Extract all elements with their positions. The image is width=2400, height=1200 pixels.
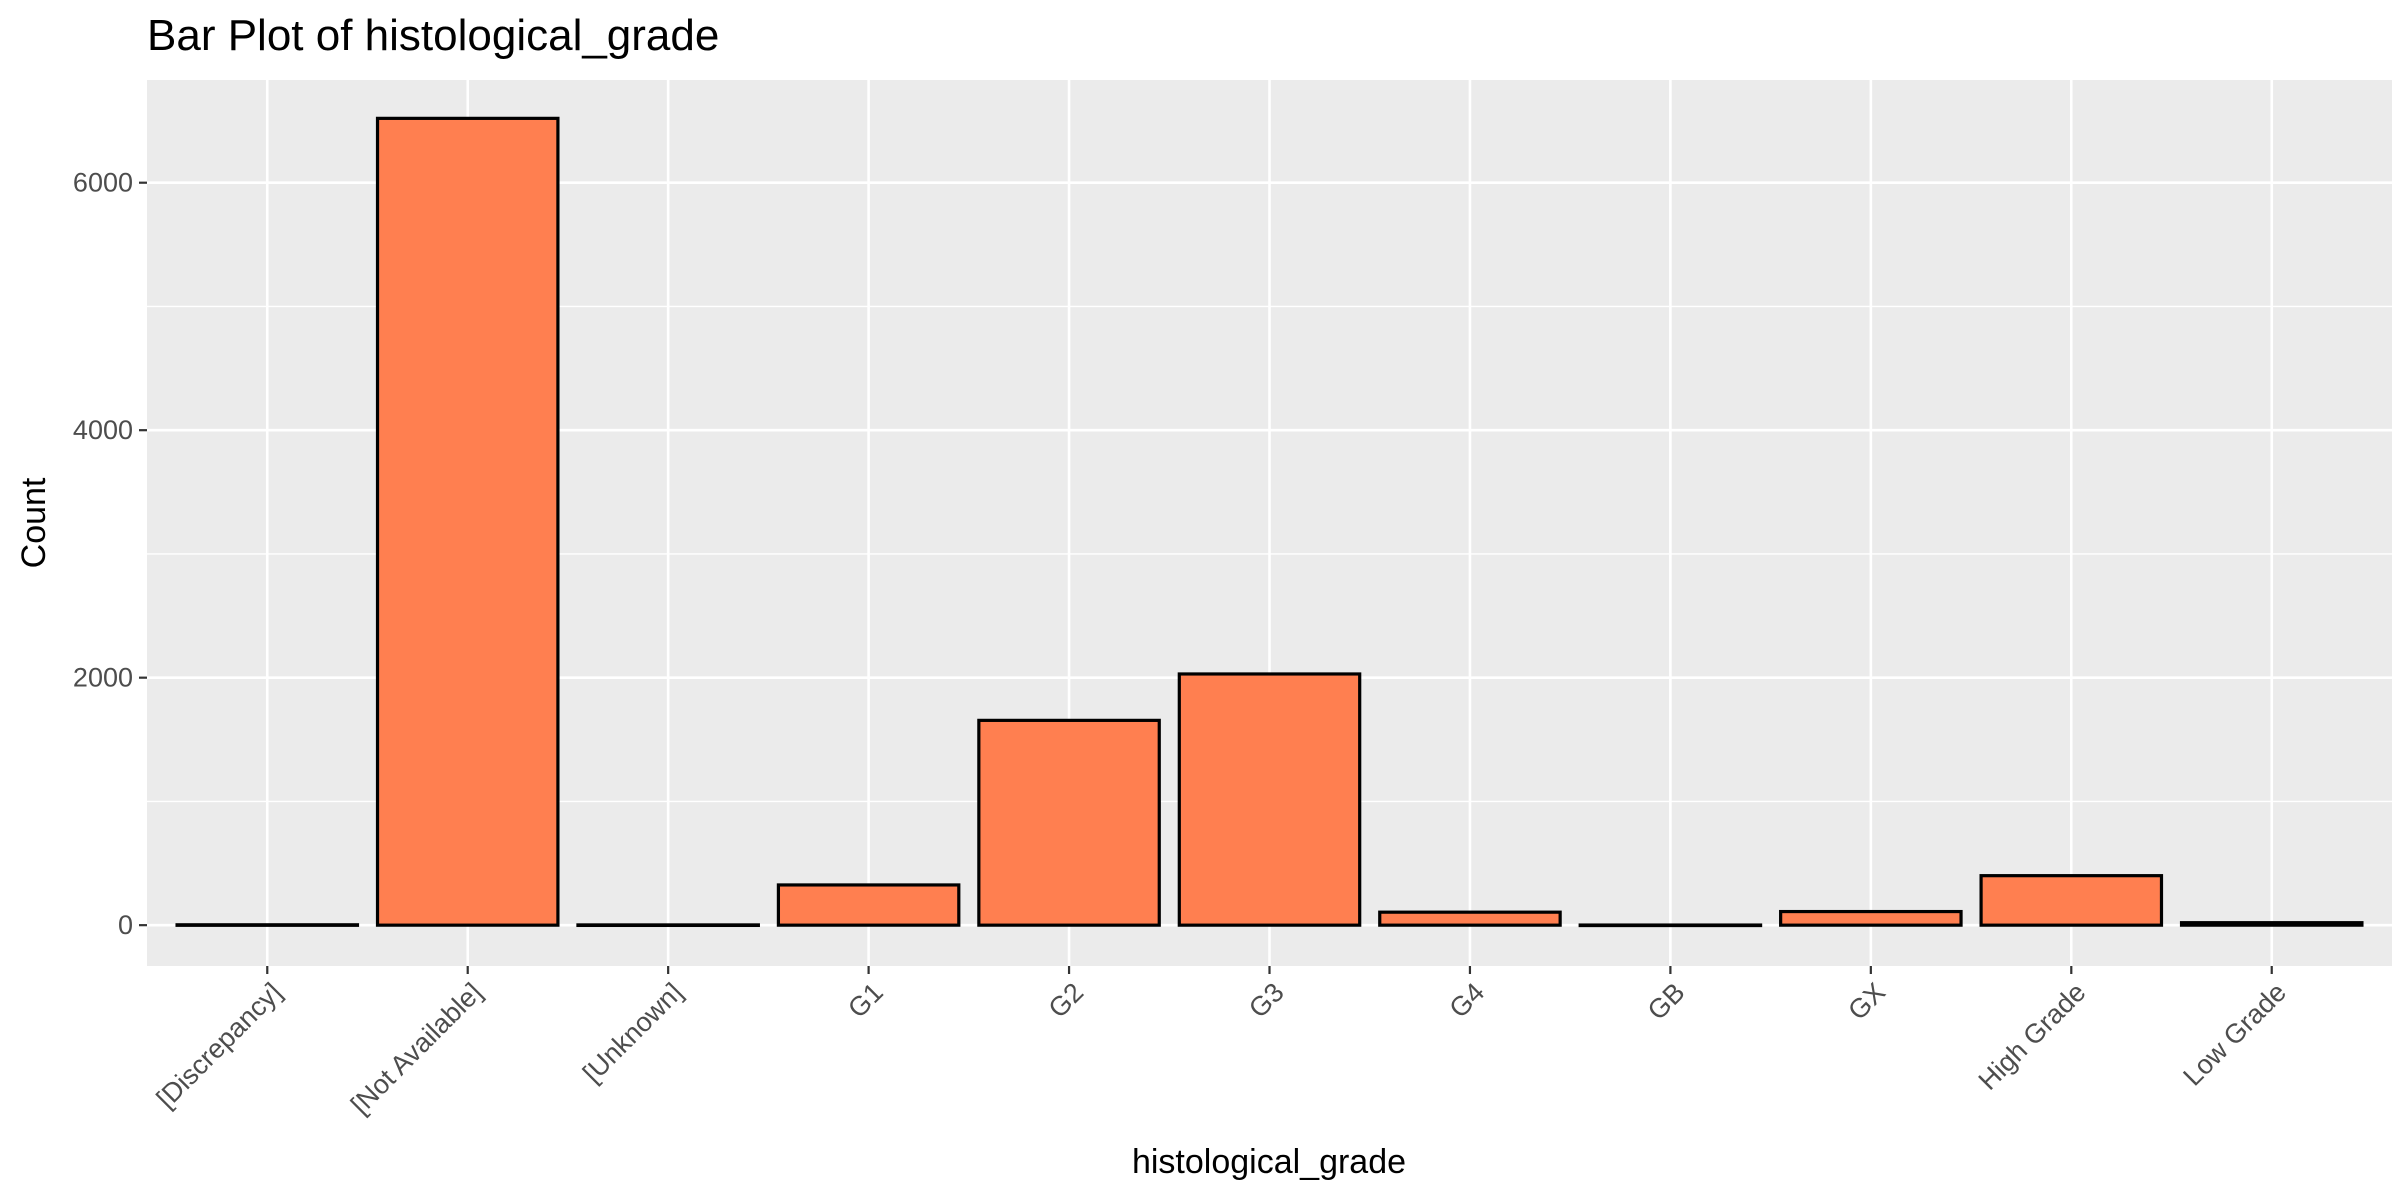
y-axis-ticks: 0 2000 4000 6000 (73, 168, 147, 940)
bar-4 (977, 718, 1161, 927)
y-axis-title: Count (15, 477, 53, 568)
x-tick-label: G3 (1243, 977, 1290, 1024)
x-tick-label: [Discrepancy] (151, 977, 288, 1114)
x-tick-label: [Unknown] (577, 977, 688, 1088)
x-tick-label: GX (1842, 977, 1891, 1026)
x-axis-title: histological_grade (1132, 1143, 1406, 1181)
bar-9 (1979, 874, 2164, 927)
bar-2 (576, 923, 760, 928)
bar-5 (1177, 672, 1362, 927)
x-tick-label: [Not Available] (345, 977, 488, 1120)
bar-10 (2179, 921, 2364, 927)
y-tick-label: 6000 (73, 168, 133, 198)
x-axis-ticks: [Discrepancy] [Not Available] [Unknown] G1 G… (151, 966, 2292, 1120)
bar-7 (1578, 923, 1763, 928)
bar-6 (1378, 910, 1562, 927)
x-tick-label: G4 (1443, 977, 1490, 1024)
y-tick-label: 4000 (73, 415, 133, 445)
x-tick-label: G1 (842, 977, 889, 1024)
bar-0 (175, 923, 360, 927)
x-tick-label: G2 (1043, 977, 1090, 1024)
x-tick-label: Low Grade (2177, 977, 2292, 1092)
y-tick-label: 0 (118, 910, 133, 940)
bars (175, 116, 2364, 928)
x-tick-label: High Grade (1973, 977, 2092, 1096)
bar-1 (375, 116, 560, 927)
bar-8 (1779, 909, 1963, 927)
x-tick-label: GB (1642, 977, 1691, 1026)
bar-3 (776, 883, 961, 927)
chart-title: Bar Plot of histological_grade (147, 11, 719, 60)
y-tick-label: 2000 (73, 663, 133, 693)
